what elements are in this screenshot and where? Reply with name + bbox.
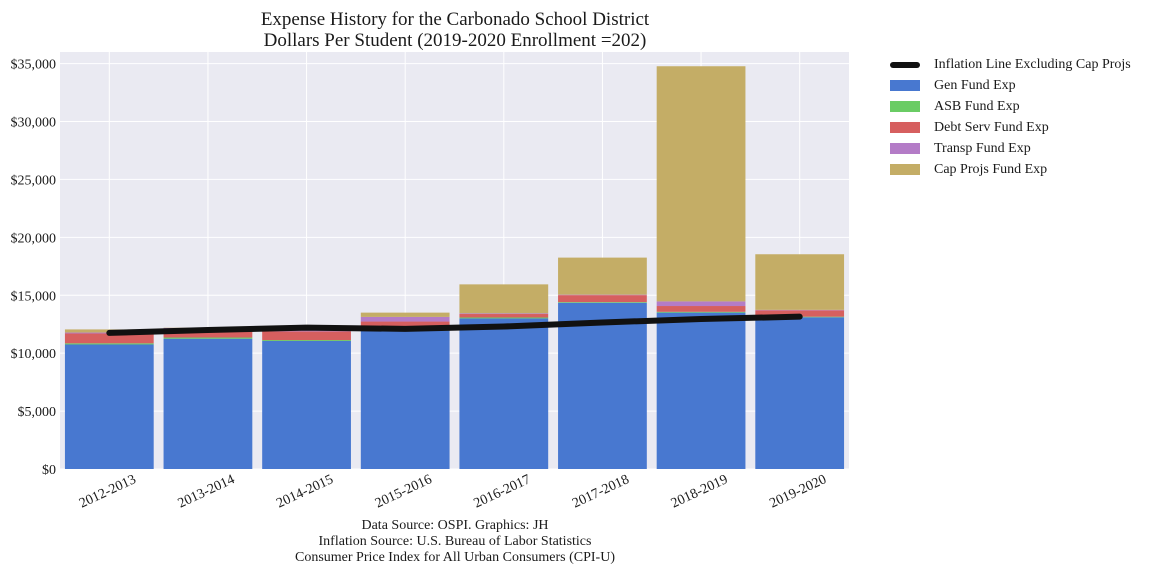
x-tick-label: 2012-2013 [77, 472, 138, 511]
x-tick-label: 2017-2018 [570, 472, 631, 511]
bar-debt-serv-fund-exp-2017-2018 [558, 295, 647, 303]
bar-debt-serv-fund-exp-2012-2013 [64, 333, 154, 344]
legend-item-gen-fund-exp-swatch [890, 80, 920, 91]
bar-cap-projs-fund-exp-2018-2019 [656, 66, 746, 302]
bar-asb-fund-exp-2017-2018 [558, 302, 647, 303]
legend-item-debt-serv-fund-exp-swatch [890, 122, 920, 133]
bar-transp-fund-exp-2018-2019 [656, 301, 746, 307]
x-tick-label: 2019-2020 [768, 472, 829, 511]
inflation-line [106, 313, 803, 336]
legend-item-cap-projs-fund-exp-label: Cap Projs Fund Exp [934, 161, 1048, 177]
bar-debt-serv-fund-exp-2019-2020 [755, 310, 845, 317]
bar-debt-serv-fund-exp-2013-2014 [163, 328, 253, 338]
legend-item-asb-fund-exp-label: ASB Fund Exp [934, 98, 1020, 114]
x-tick-label: 2014-2015 [274, 472, 335, 511]
bar-debt-serv-fund-exp-2018-2019 [656, 306, 746, 312]
bar-cap-projs-fund-exp-2016-2017 [459, 284, 549, 314]
y-tick-label: $30,000 [11, 116, 57, 131]
legend-item-inflation-line-label: Inflation Line Excluding Cap Projs [934, 56, 1131, 72]
x-tick-label: 2013-2014 [176, 472, 237, 511]
x-tick-label: 2015-2016 [373, 472, 434, 511]
bar-gen-fund-exp-2014-2015 [262, 341, 351, 469]
source-note-3: Consumer Price Index for All Urban Consu… [294, 550, 615, 565]
y-tick-label: $5,000 [18, 405, 57, 420]
legend-item-asb-fund-exp-swatch [890, 101, 920, 112]
legend-item-cap-projs-fund-exp-swatch [890, 164, 920, 175]
bar-transp-fund-exp-2015-2016 [360, 316, 450, 322]
source-note-2: Inflation Source: U.S. Bureau of Labor S… [318, 534, 592, 549]
chart-title-line-2: Dollars Per Student (2019-2020 Enrollmen… [263, 30, 647, 51]
bar-gen-fund-exp-2015-2016 [360, 330, 450, 469]
bar-cap-projs-fund-exp-2017-2018 [558, 257, 647, 295]
legend-item-debt-serv-fund-exp-label: Debt Serv Fund Exp [934, 119, 1049, 135]
bar-transp-fund-exp-2016-2017 [459, 313, 549, 315]
x-tick-label: 2016-2017 [472, 472, 533, 511]
legend-item-transp-fund-exp-label: Transp Fund Exp [934, 140, 1031, 156]
bar-gen-fund-exp-2017-2018 [558, 302, 647, 469]
y-tick-label: $20,000 [11, 231, 57, 246]
chart-legend: Inflation Line Excluding Cap Projs Gen Fu… [890, 54, 1131, 180]
y-tick-label: $15,000 [11, 289, 57, 304]
legend-item-inflation-line-swatch [890, 61, 920, 68]
bar-transp-fund-exp-2014-2015 [262, 330, 351, 332]
source-note-1: Data Source: OSPI. Graphics: JH [361, 518, 549, 533]
bar-gen-fund-exp-2013-2014 [163, 338, 253, 469]
bar-asb-fund-exp-2013-2014 [163, 337, 253, 339]
y-tick-label: $35,000 [11, 58, 57, 73]
legend-item-gen-fund-exp-label: Gen Fund Exp [934, 77, 1016, 93]
bar-asb-fund-exp-2016-2017 [459, 317, 549, 319]
bar-asb-fund-exp-2018-2019 [656, 311, 746, 313]
legend-item-inflation-line: Inflation Line Excluding Cap Projs [890, 54, 1131, 75]
y-tick-label: $0 [42, 463, 56, 478]
bar-debt-serv-fund-exp-2015-2016 [360, 321, 450, 330]
legend-item-asb-fund-exp: ASB Fund Exp [890, 96, 1131, 117]
y-tick-label: $10,000 [11, 347, 57, 362]
bar-gen-fund-exp-2012-2013 [64, 344, 154, 469]
bar-gen-fund-exp-2018-2019 [656, 312, 746, 469]
bar-asb-fund-exp-2012-2013 [64, 343, 154, 345]
legend-item-gen-fund-exp: Gen Fund Exp [890, 75, 1131, 96]
legend-item-debt-serv-fund-exp: Debt Serv Fund Exp [890, 117, 1131, 138]
bar-cap-projs-fund-exp-2015-2016 [360, 312, 450, 317]
y-tick-label: $25,000 [11, 173, 57, 188]
bar-gen-fund-exp-2019-2020 [755, 317, 845, 469]
bar-gen-fund-exp-2016-2017 [459, 318, 549, 469]
bar-asb-fund-exp-2014-2015 [262, 340, 351, 342]
chart-title-line-1: Expense History for the Carbonado School… [260, 9, 650, 30]
legend-item-cap-projs-fund-exp: Cap Projs Fund Exp [890, 159, 1131, 180]
bar-debt-serv-fund-exp-2016-2017 [459, 314, 549, 318]
bar-cap-projs-fund-exp-2019-2020 [755, 254, 845, 310]
bar-debt-serv-fund-exp-2014-2015 [262, 331, 351, 341]
legend-item-transp-fund-exp: Transp Fund Exp [890, 138, 1131, 159]
legend-item-transp-fund-exp-swatch [890, 143, 920, 154]
x-tick-label: 2018-2019 [669, 472, 730, 511]
